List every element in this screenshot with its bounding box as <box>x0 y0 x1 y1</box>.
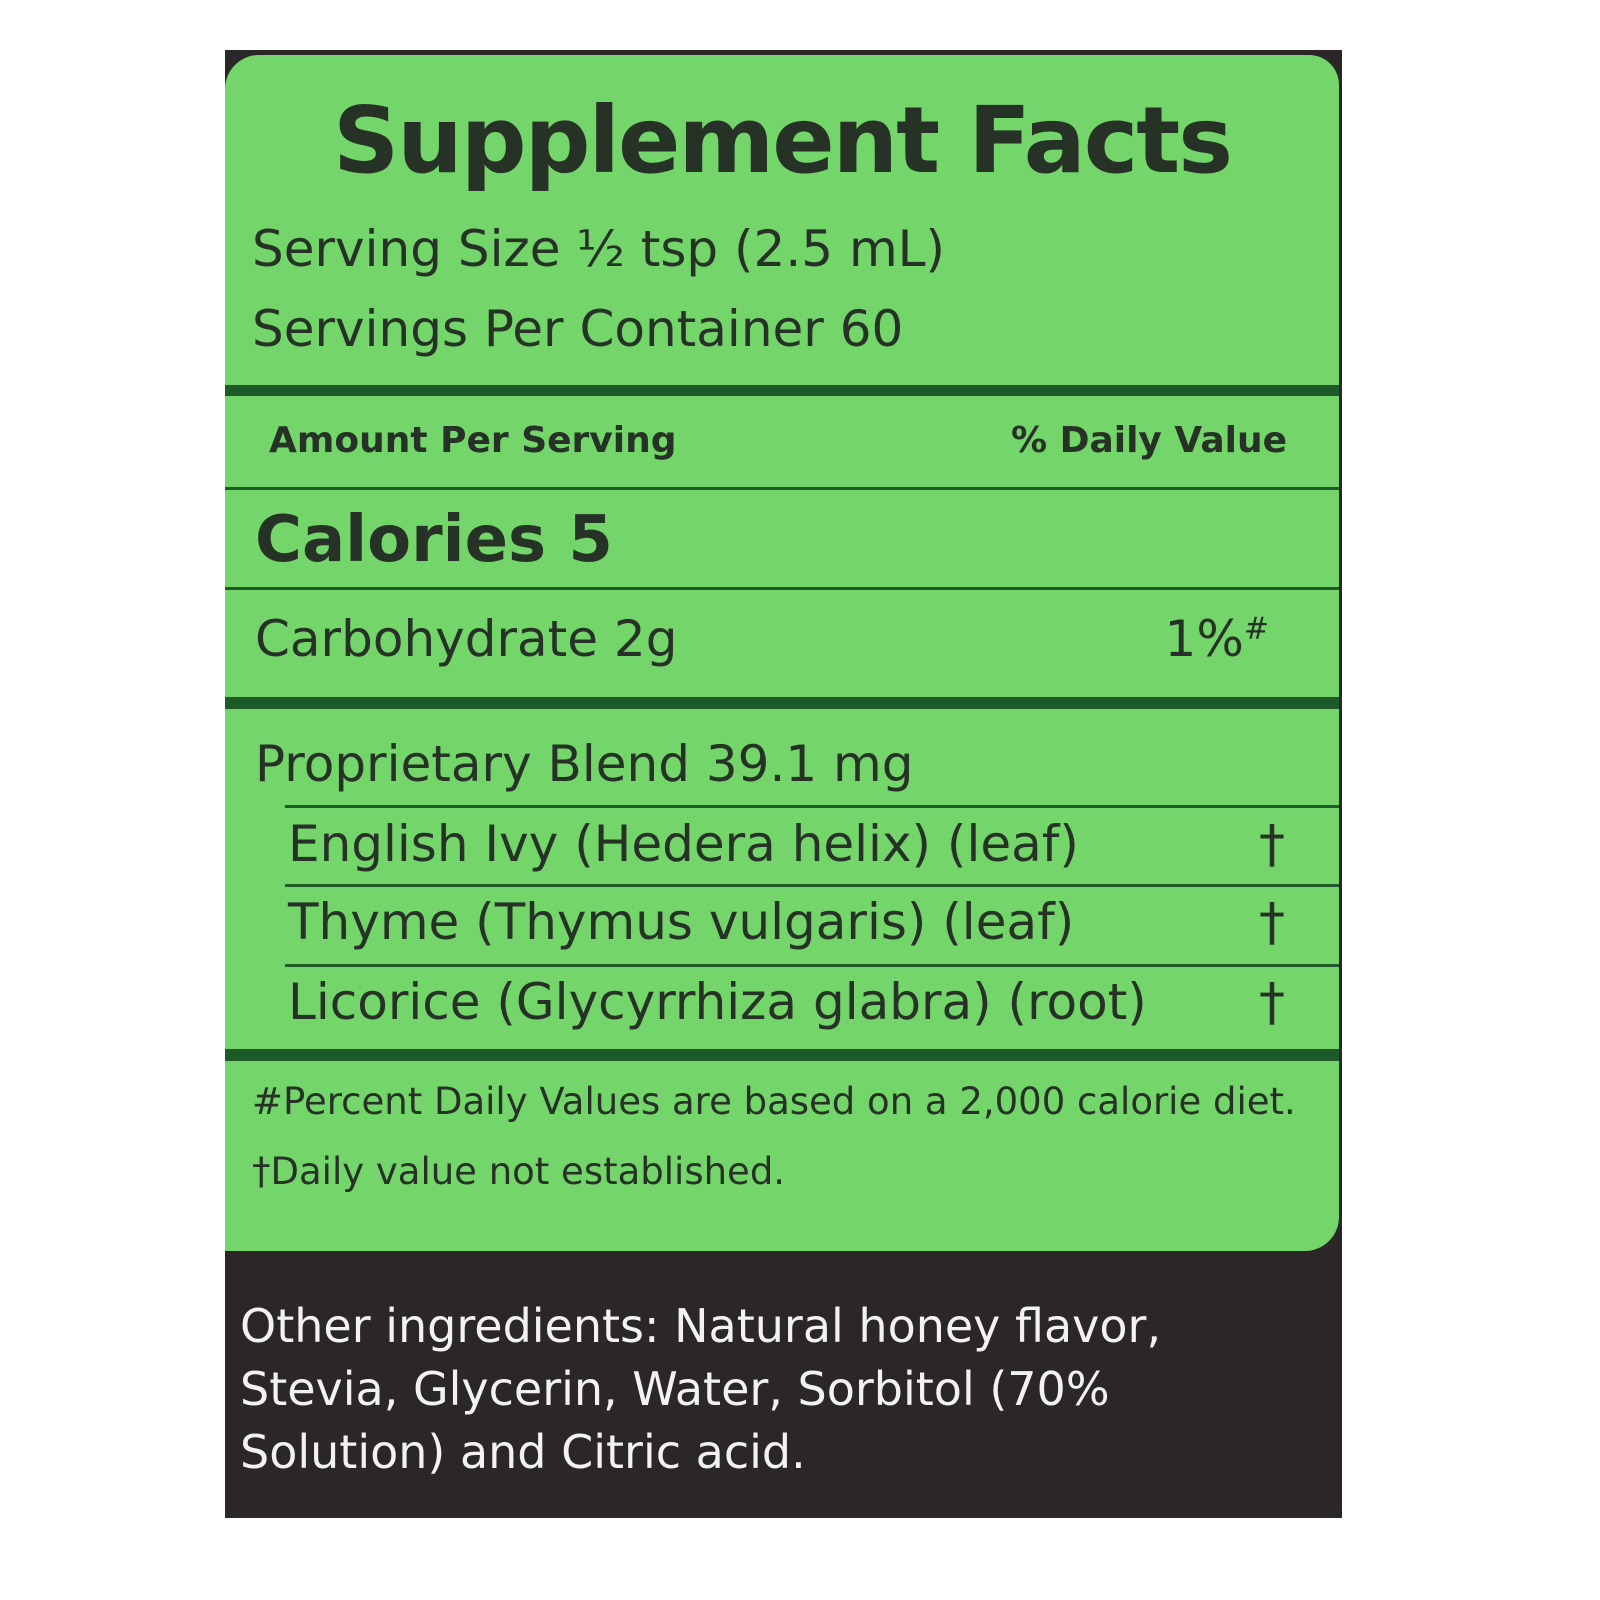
carbohydrate-dv-value: 1% <box>1164 610 1244 668</box>
thick-divider <box>225 697 1339 709</box>
amount-per-serving-header: Amount Per Serving <box>269 420 677 461</box>
serving-size: Serving Size ½ tsp (2.5 mL) <box>252 220 946 278</box>
dv-footnote-mark: # <box>1243 611 1269 647</box>
divider <box>285 884 1339 887</box>
footnote-daily-values: #Percent Daily Values are based on a 2,0… <box>252 1080 1296 1123</box>
servings-per-container: Servings Per Container 60 <box>252 300 904 358</box>
other-ingredients: Other ingredients: Natural honey flavor,… <box>240 1299 1162 1479</box>
thick-divider <box>225 1049 1339 1061</box>
carbohydrate-label: Carbohydrate 2g <box>255 610 678 668</box>
blend-label: Proprietary Blend 39.1 mg <box>255 735 914 793</box>
footnote-not-established: †Daily value not established. <box>252 1150 786 1193</box>
divider <box>285 964 1339 967</box>
panel-title: Supplement Facts <box>333 87 1233 194</box>
dagger-mark: † <box>1259 893 1285 953</box>
divider <box>285 805 1339 808</box>
thick-divider <box>225 385 1339 396</box>
supplement-facts-panel: Supplement Facts Serving Size ½ tsp (2.5… <box>225 55 1339 1251</box>
divider <box>225 487 1339 490</box>
supplement-label: Supplement Facts Serving Size ½ tsp (2.5… <box>225 50 1342 1518</box>
dagger-mark: † <box>1259 973 1285 1033</box>
blend-item: Licorice (Glycyrrhiza glabra) (root) <box>288 973 1147 1031</box>
calories: Calories 5 <box>255 503 613 577</box>
blend-item: English Ivy (Hedera helix) (leaf) <box>288 815 1079 873</box>
daily-value-header: % Daily Value <box>1010 420 1287 461</box>
blend-item: Thyme (Thymus vulgaris) (leaf) <box>288 893 1075 951</box>
carbohydrate-dv: 1%# <box>1165 610 1269 668</box>
dagger-mark: † <box>1259 815 1285 875</box>
divider <box>225 587 1339 590</box>
